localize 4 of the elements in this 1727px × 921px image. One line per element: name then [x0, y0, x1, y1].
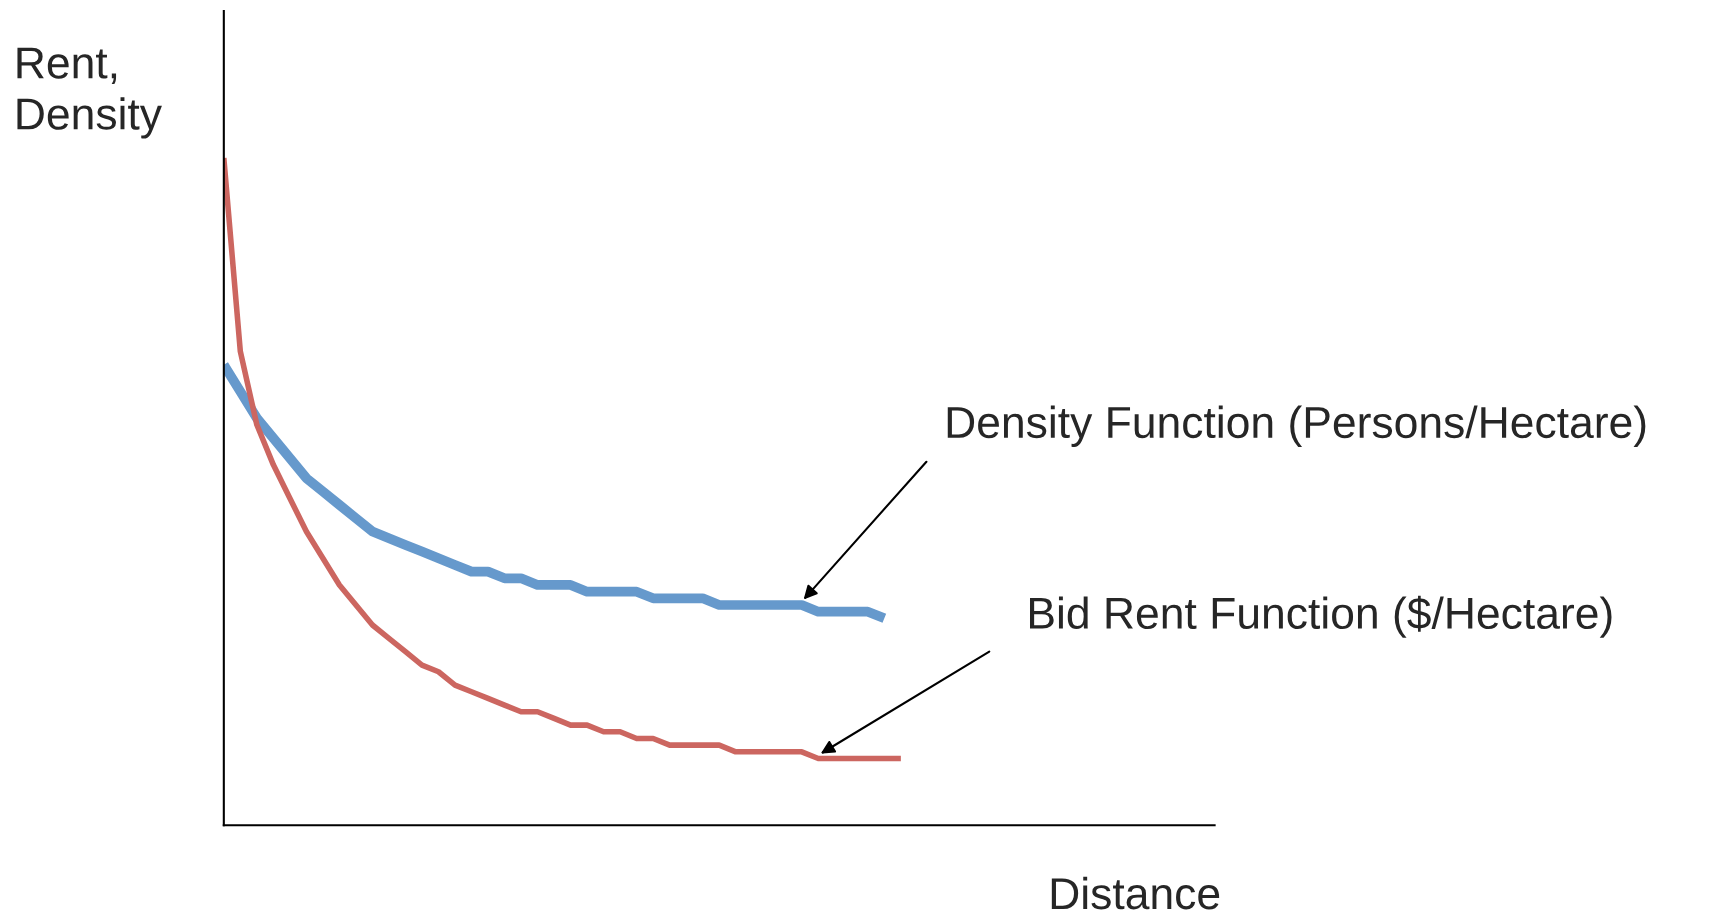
- text: Density Function (Persons/Hectare): [947, 405, 1646, 447]
- text: Bid Rent Function ($/Hectare): [1030, 595, 1612, 638]
- x-axis-title: Distance: [1051, 876, 1220, 910]
- y-axis-title: Rent, Density: [17, 47, 162, 139]
